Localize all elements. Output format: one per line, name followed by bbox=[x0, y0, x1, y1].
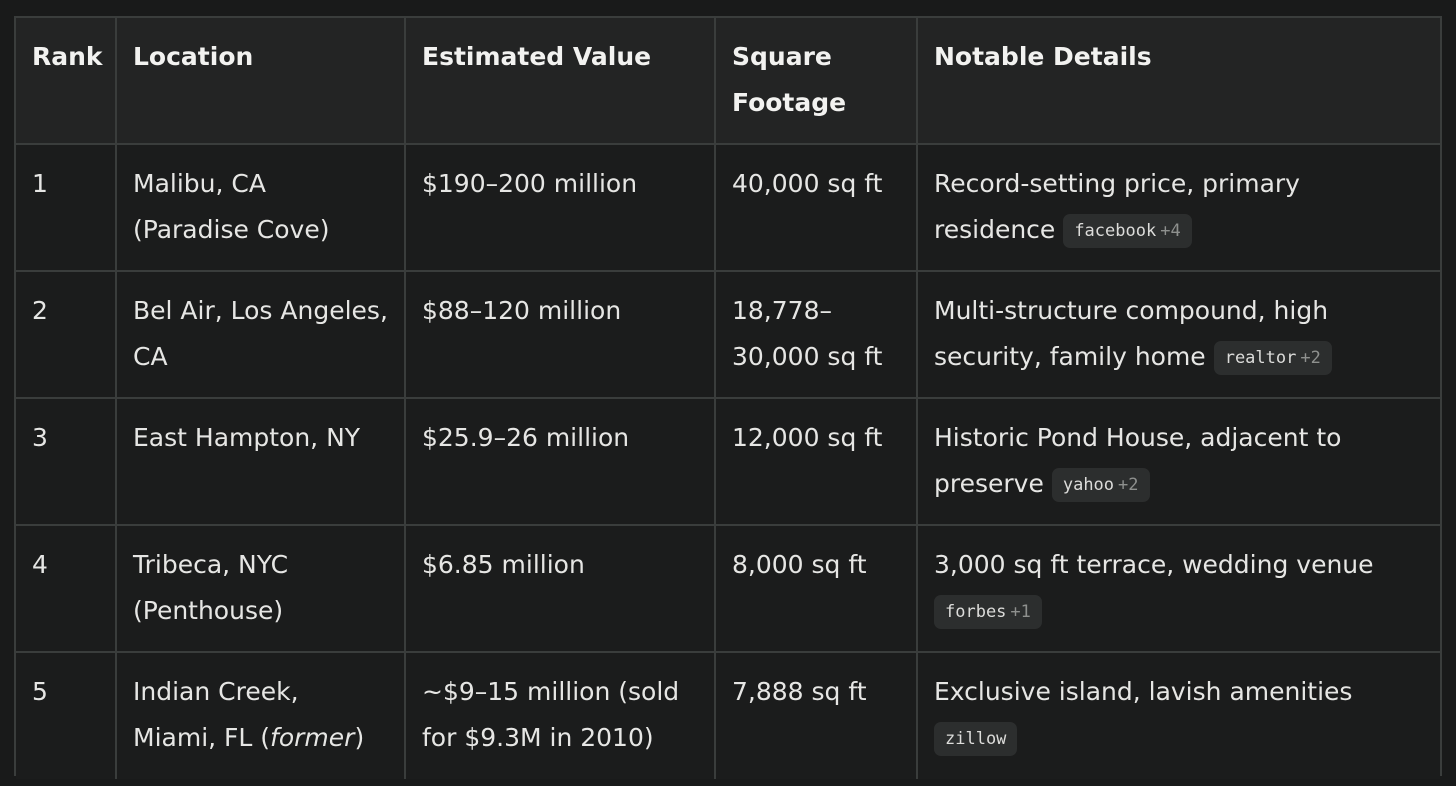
header-location: Location bbox=[115, 18, 406, 145]
cell-value: $88–120 million bbox=[404, 270, 716, 399]
details-text: Historic Pond House, adjacent to preserv… bbox=[934, 423, 1342, 498]
location-text: Indian Creek, Miami, FL ( bbox=[133, 677, 299, 752]
table-row: 4 Tribeca, NYC (Penthouse) $6.85 million… bbox=[16, 524, 1440, 653]
details-text: 3,000 sq ft terrace, wedding venue bbox=[934, 550, 1374, 579]
header-rank: Rank bbox=[16, 18, 117, 145]
table-row: 5 Indian Creek, Miami, FL (former) ~$9–1… bbox=[16, 651, 1440, 779]
source-name: forbes bbox=[945, 602, 1007, 622]
location-text-tail: ) bbox=[354, 723, 365, 752]
cell-details: Historic Pond House, adjacent to preserv… bbox=[916, 397, 1440, 526]
details-text: Record-setting price, primary residence bbox=[934, 169, 1300, 244]
cell-sqft: 7,888 sq ft bbox=[714, 651, 918, 779]
location-former-note: former bbox=[270, 723, 355, 752]
cell-location: East Hampton, NY bbox=[115, 397, 406, 526]
cell-details: Exclusive island, lavish amenities zillow bbox=[916, 651, 1440, 779]
cell-value: $6.85 million bbox=[404, 524, 716, 653]
cell-details: Multi-structure compound, high security,… bbox=[916, 270, 1440, 399]
source-citation-chip[interactable]: realtor +2 bbox=[1213, 341, 1332, 375]
table-header-row: Rank Location Estimated Value Square Foo… bbox=[16, 18, 1440, 145]
source-name: facebook bbox=[1074, 221, 1157, 241]
properties-table: Rank Location Estimated Value Square Foo… bbox=[16, 18, 1440, 779]
cell-rank: 3 bbox=[16, 397, 117, 526]
cell-rank: 4 bbox=[16, 524, 117, 653]
cell-rank: 1 bbox=[16, 143, 117, 272]
cell-details: Record-setting price, primary residence f… bbox=[916, 143, 1440, 272]
source-more-count: +1 bbox=[1010, 602, 1031, 622]
cell-location: Malibu, CA (Paradise Cove) bbox=[115, 143, 406, 272]
header-notable-details: Notable Details bbox=[916, 18, 1440, 145]
source-more-count: +4 bbox=[1160, 221, 1181, 241]
cell-value: $190–200 million bbox=[404, 143, 716, 272]
cell-location: Indian Creek, Miami, FL (former) bbox=[115, 651, 406, 779]
cell-location: Bel Air, Los Angeles, CA bbox=[115, 270, 406, 399]
header-estimated-value: Estimated Value bbox=[404, 18, 716, 145]
cell-value: ~$9–15 million (sold for $9.3M in 2010) bbox=[404, 651, 716, 779]
cell-rank: 5 bbox=[16, 651, 117, 779]
table-row: 1 Malibu, CA (Paradise Cove) $190–200 mi… bbox=[16, 143, 1440, 272]
source-name: yahoo bbox=[1062, 475, 1115, 495]
cell-sqft: 40,000 sq ft bbox=[714, 143, 918, 272]
source-citation-chip[interactable]: forbes +1 bbox=[934, 595, 1042, 629]
cell-rank: 2 bbox=[16, 270, 117, 399]
cell-details: 3,000 sq ft terrace, wedding venue forbes… bbox=[916, 524, 1440, 653]
table-row: 2 Bel Air, Los Angeles, CA $88–120 milli… bbox=[16, 270, 1440, 399]
source-citation-chip[interactable]: yahoo +2 bbox=[1051, 468, 1150, 502]
header-square-footage: Square Footage bbox=[714, 18, 918, 145]
details-text: Exclusive island, lavish amenities bbox=[934, 677, 1353, 706]
cell-sqft: 18,778–30,000 sq ft bbox=[714, 270, 918, 399]
cell-value: $25.9–26 million bbox=[404, 397, 716, 526]
source-more-count: +2 bbox=[1300, 348, 1321, 368]
source-citation-chip[interactable]: zillow bbox=[934, 722, 1018, 756]
table-row: 3 East Hampton, NY $25.9–26 million 12,0… bbox=[16, 397, 1440, 526]
source-citation-chip[interactable]: facebook +4 bbox=[1063, 214, 1192, 248]
cell-sqft: 8,000 sq ft bbox=[714, 524, 918, 653]
cell-location: Tribeca, NYC (Penthouse) bbox=[115, 524, 406, 653]
source-name: realtor bbox=[1224, 348, 1297, 368]
source-name: zillow bbox=[945, 729, 1007, 749]
cell-sqft: 12,000 sq ft bbox=[714, 397, 918, 526]
source-more-count: +2 bbox=[1118, 475, 1139, 495]
properties-table-container: Rank Location Estimated Value Square Foo… bbox=[14, 16, 1442, 779]
details-text: Multi-structure compound, high security,… bbox=[934, 296, 1329, 371]
